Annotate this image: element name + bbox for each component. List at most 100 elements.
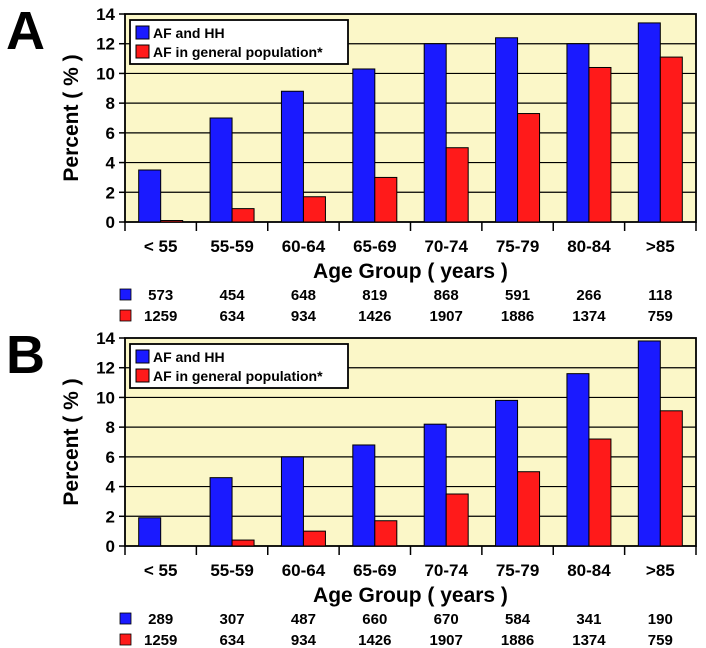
bar-general-population	[588, 438, 612, 547]
bar-af-hh	[423, 43, 447, 223]
bar-af-hh	[352, 68, 376, 223]
x-axis-title: Age Group ( years )	[313, 584, 508, 607]
count-af-hh: 454	[220, 287, 246, 304]
bar-general-population	[517, 471, 541, 547]
x-tick-label: < 55	[144, 237, 178, 256]
count-general-population: 1259	[144, 632, 177, 648]
bar-af-hh	[495, 37, 519, 223]
count-general-population: 759	[648, 632, 673, 648]
x-tick-label: 75-79	[496, 561, 539, 580]
bar-general-population	[231, 539, 255, 547]
bar-general-population	[517, 113, 541, 223]
bar-general-population	[374, 176, 398, 223]
count-general-population: 1907	[430, 632, 463, 648]
bar-af-hh	[566, 373, 590, 547]
count-general-population: 634	[220, 632, 246, 648]
count-af-hh: 584	[505, 611, 531, 628]
bar-general-population	[445, 493, 469, 547]
count-af-hh: 289	[148, 611, 173, 628]
chart-a: 0 2 4 6 8 10 12 14 < 55 55-59 60-64 65-69 70-74 75-79…	[60, 5, 697, 324]
bar-general-population	[445, 147, 469, 223]
x-tick-label: < 55	[144, 561, 178, 580]
bar-af-hh	[423, 423, 447, 547]
count-general-population: 1426	[358, 632, 391, 648]
legend-label-af-hh: AF and HH	[153, 25, 225, 41]
count-general-population: 1886	[501, 308, 534, 324]
y-axis-title: Percent ( % )	[60, 378, 83, 505]
bar-general-population	[302, 196, 326, 223]
y-tick-label: 2	[106, 507, 115, 526]
y-tick-label: 14	[96, 5, 115, 24]
x-tick-label: 60-64	[282, 237, 326, 256]
legend-swatch-general-population	[135, 44, 150, 59]
legend-swatch-af-hh	[135, 349, 150, 364]
y-tick-label: 0	[106, 537, 115, 556]
count-general-population: 1374	[572, 308, 606, 324]
count-af-hh: 591	[505, 287, 530, 304]
y-tick-label: 4	[106, 154, 116, 173]
bar-af-hh	[352, 444, 376, 547]
y-axis-title: Percent ( % )	[60, 54, 83, 181]
bar-af-hh	[280, 456, 304, 547]
legend-swatch-general-population	[135, 368, 150, 383]
count-af-hh: 819	[362, 287, 387, 304]
x-tick-label: >85	[646, 561, 675, 580]
legend: AF and HH AF in general population*	[129, 343, 349, 389]
count-af-hh: 648	[291, 287, 316, 304]
legend: AF and HH AF in general population*	[129, 19, 349, 65]
panel-label: B	[6, 325, 45, 385]
count-marker	[119, 309, 132, 322]
count-marker	[119, 288, 132, 301]
y-tick-label: 8	[106, 418, 115, 437]
x-tick-label: 70-74	[424, 237, 468, 256]
x-tick-label: 70-74	[424, 561, 468, 580]
bar-general-population	[231, 208, 255, 223]
x-tick-label: 55-59	[210, 237, 253, 256]
x-tick-label: 65-69	[353, 561, 396, 580]
legend-label-general-population: AF in general population*	[153, 368, 323, 384]
bar-af-hh	[138, 169, 162, 223]
y-tick-label: 2	[106, 183, 115, 202]
bar-general-population	[659, 410, 683, 547]
bar-af-hh	[138, 517, 162, 547]
count-general-population: 634	[220, 308, 246, 324]
bar-general-population	[302, 530, 326, 547]
legend-box	[129, 343, 349, 389]
x-axis-title: Age Group ( years )	[313, 260, 508, 283]
count-af-hh: 190	[648, 611, 673, 628]
count-general-population: 1886	[501, 632, 534, 648]
count-general-population: 1426	[358, 308, 391, 324]
bar-af-hh	[495, 399, 519, 547]
y-tick-label: 10	[96, 388, 115, 407]
count-marker	[119, 633, 132, 646]
panel-label: A	[6, 1, 45, 61]
count-general-population: 1374	[572, 632, 606, 648]
count-af-hh: 487	[291, 611, 316, 628]
bar-af-hh	[637, 340, 661, 547]
count-general-population: 934	[291, 308, 317, 324]
y-tick-label: 6	[106, 124, 115, 143]
y-tick-label: 14	[96, 329, 115, 348]
bar-af-hh	[637, 22, 661, 223]
count-general-population: 759	[648, 308, 673, 324]
bar-general-population	[588, 66, 612, 223]
count-af-hh: 660	[362, 611, 387, 628]
count-af-hh: 307	[220, 611, 245, 628]
count-af-hh: 868	[434, 287, 459, 304]
y-tick-label: 12	[96, 359, 115, 378]
x-tick-label: 80-84	[567, 237, 611, 256]
x-tick-label: 80-84	[567, 561, 611, 580]
bar-general-population	[160, 220, 184, 223]
bar-af-hh	[280, 90, 304, 223]
count-marker	[119, 612, 132, 625]
x-tick-label: 65-69	[353, 237, 396, 256]
y-tick-label: 10	[96, 64, 115, 83]
legend-swatch-af-hh	[135, 25, 150, 40]
count-af-hh: 118	[648, 287, 672, 304]
count-af-hh: 266	[576, 287, 601, 304]
y-tick-label: 12	[96, 35, 115, 54]
bar-general-population	[374, 520, 398, 547]
count-af-hh: 573	[148, 287, 173, 304]
count-general-population: 1907	[430, 308, 463, 324]
legend-label-af-hh: AF and HH	[153, 349, 225, 365]
